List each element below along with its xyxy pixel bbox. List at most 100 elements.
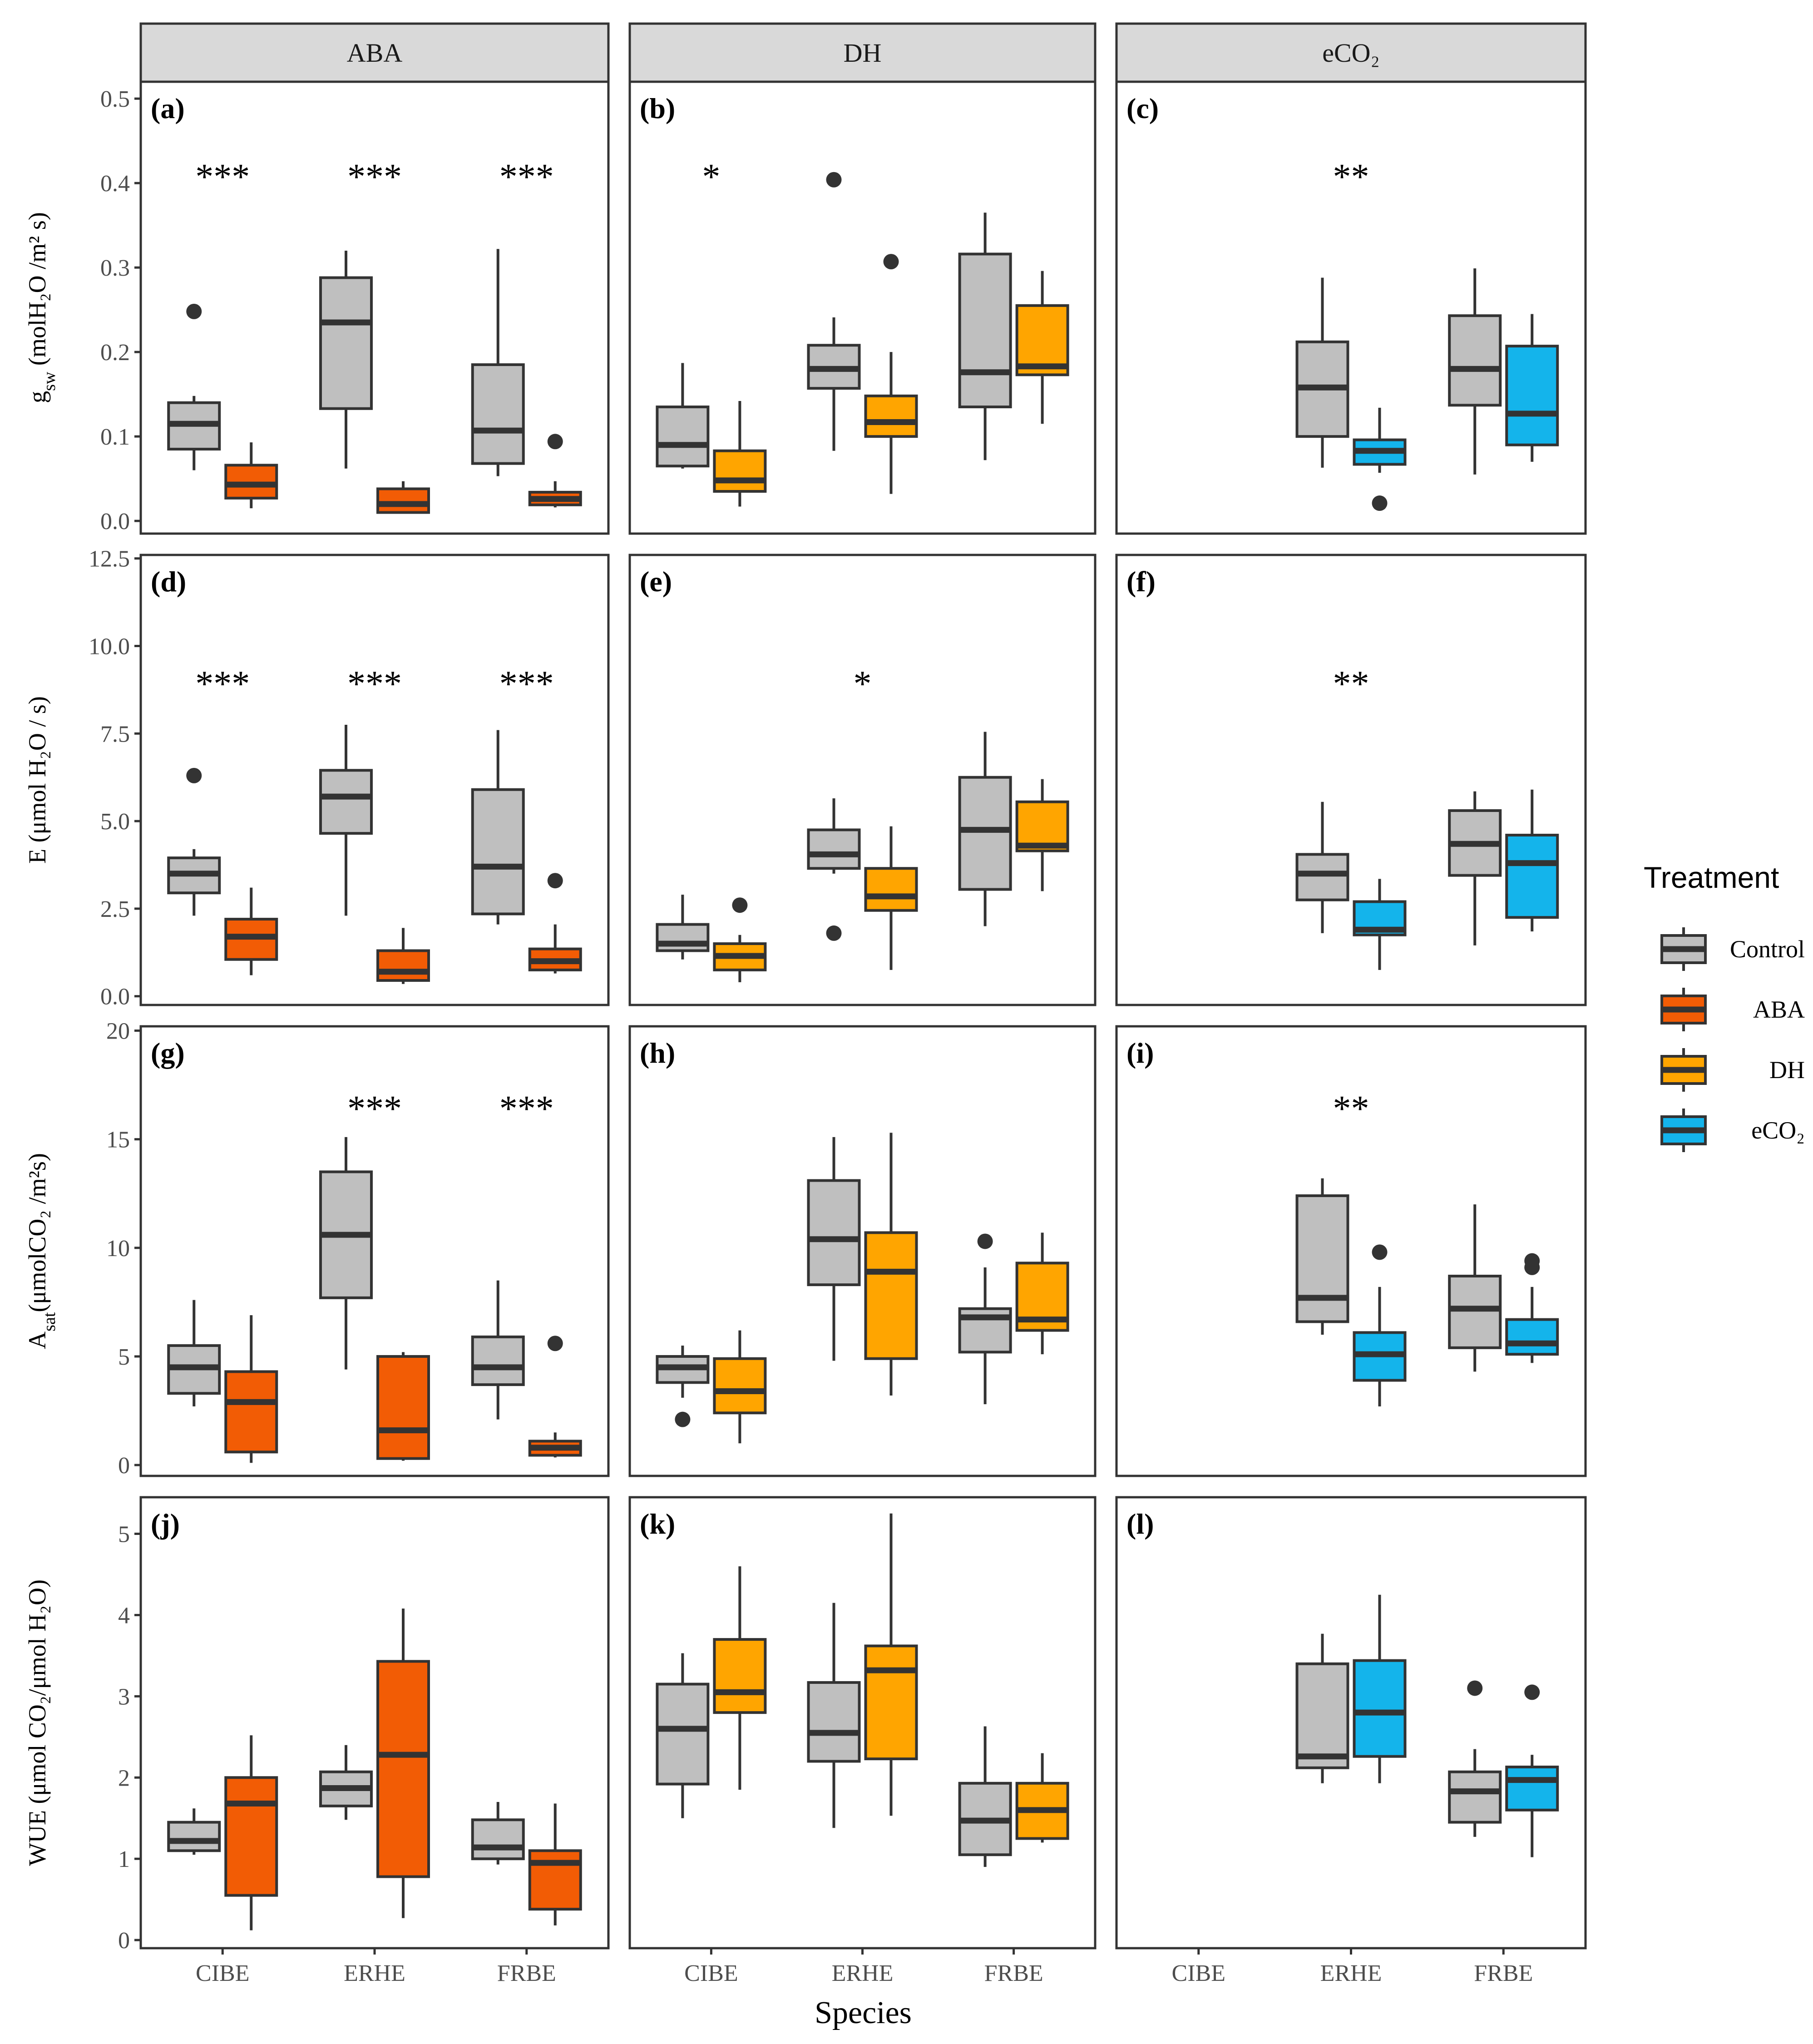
box-iqr <box>1505 833 1559 919</box>
y-axis-title-Asat: Asat(μmolCO₂ /m²s) <box>24 1153 59 1349</box>
box-iqr <box>376 1660 430 1878</box>
box-frbe-control <box>958 1233 1012 1405</box>
panel-border <box>1115 80 1587 535</box>
significance-label: *** <box>347 157 402 197</box>
box-iqr <box>713 1638 767 1714</box>
significance-label: *** <box>347 1089 402 1128</box>
significance-label: * <box>702 157 720 197</box>
significance-label: ** <box>1333 157 1369 197</box>
box-iqr <box>1015 304 1069 376</box>
box-iqr <box>1295 1194 1349 1323</box>
panel-c: (c) ** <box>1115 80 1587 535</box>
box-iqr <box>807 1179 861 1287</box>
box-iqr <box>1505 345 1559 446</box>
outlier-point <box>883 254 899 270</box>
box-iqr <box>1505 1766 1559 1811</box>
box-cibe-dh <box>713 401 767 507</box>
y-tick-label: 20 <box>106 1019 130 1044</box>
strip-eco2 <box>1115 22 1587 83</box>
significance-label: * <box>854 664 872 704</box>
x-tick-label: CIBE <box>684 1960 738 1986</box>
box-erhe-control <box>1295 1178 1349 1335</box>
significance-label: *** <box>195 157 250 197</box>
box-frbe-control <box>1448 268 1502 475</box>
box-erhe-control <box>319 1137 373 1370</box>
box-iqr <box>376 487 430 514</box>
box-iqr <box>1505 1318 1559 1356</box>
box-frbe-dh <box>1015 271 1069 424</box>
y-tick-label: 0.5 <box>100 86 130 112</box>
significance-label: ** <box>1333 664 1369 704</box>
box-frbe-dh <box>1015 779 1069 891</box>
box-cibe-control <box>656 1346 710 1427</box>
y-tick-label: 2.5 <box>100 896 130 922</box>
box-frbe-eco2 <box>1505 1684 1559 1857</box>
y-tick-label: 10 <box>106 1236 130 1262</box>
box-iqr <box>319 769 373 835</box>
y-tick-label: 0.3 <box>100 255 130 281</box>
box-frbe-control <box>471 1801 525 1865</box>
box-cibe-control <box>167 1808 221 1855</box>
box-erhe-control <box>319 250 373 469</box>
significance-label: *** <box>499 157 554 197</box>
outlier-point <box>675 1411 691 1427</box>
legend-label: ABA <box>1753 996 1805 1023</box>
box-iqr <box>864 867 918 912</box>
box-cibe-control <box>167 1300 221 1406</box>
box-frbe-eco2 <box>1505 314 1559 462</box>
outlier-point <box>547 434 563 450</box>
box-erhe-control <box>319 725 373 916</box>
facet-strips: ABA DH eCO₂ <box>139 22 1587 83</box>
legend-title: Treatment <box>1644 861 1779 894</box>
legend-label: Control <box>1730 935 1805 963</box>
box-cibe-control <box>167 303 221 470</box>
box-cibe-dh <box>713 1330 767 1444</box>
box-erhe-aba <box>376 1352 430 1461</box>
y-axis-title-E: E (μmol H₂O / s) <box>24 696 51 864</box>
panel-j: (j) <box>139 1496 610 1950</box>
x-tick-label: ERHE <box>832 1960 894 1986</box>
box-erhe-eco2 <box>1353 1244 1407 1406</box>
box-erhe-eco2 <box>1353 1594 1407 1783</box>
box-erhe-aba <box>376 928 430 984</box>
x-tick-label: CIBE <box>1172 1960 1225 1986</box>
panel-g: (g) *** *** <box>139 1025 610 1477</box>
outlier-point <box>732 897 748 913</box>
box-iqr <box>1353 1659 1407 1758</box>
box-iqr <box>807 1681 861 1763</box>
box-cibe-control <box>656 363 710 469</box>
box-frbe-eco2 <box>1505 1253 1559 1363</box>
strip-label-eco2: eCO₂ <box>1322 38 1380 68</box>
box-frbe-control <box>1448 1680 1502 1837</box>
box-frbe-control <box>1448 791 1502 945</box>
panel-border <box>139 1025 610 1477</box>
legend: Treatment Control ABA DH eCO₂ <box>1644 861 1805 1152</box>
box-erhe-dh <box>864 826 918 970</box>
y-tick-label: 0.4 <box>100 171 130 197</box>
box-iqr <box>864 1231 918 1360</box>
box-iqr <box>1448 314 1502 407</box>
box-frbe-control <box>958 213 1012 460</box>
outlier-point <box>826 172 842 188</box>
outlier-point <box>1524 1684 1540 1700</box>
box-iqr <box>1295 1662 1349 1769</box>
panel-border <box>1115 1025 1587 1477</box>
panel-border <box>628 1025 1097 1477</box>
y-tick-label: 5 <box>118 1344 130 1370</box>
box-erhe-control <box>807 1603 861 1828</box>
outlier-point <box>547 873 563 889</box>
x-tick-label: ERHE <box>344 1960 405 1986</box>
axes: 0.0 0.1 0.2 0.3 0.4 0.5 0.0 2.5 5.0 7.5 10.0 12.5 0 5… <box>89 86 1586 1986</box>
box-erhe-eco2 <box>1353 879 1407 970</box>
y-tick-label: 10.0 <box>89 634 130 660</box>
panel-label: (f) <box>1126 565 1156 598</box>
outlier-point <box>826 925 842 941</box>
box-cibe-aba <box>224 442 278 509</box>
y-tick-label: 0.0 <box>100 984 130 1010</box>
legend-item-eco2: eCO₂ <box>1660 1109 1805 1152</box>
panel-label: (l) <box>1126 1508 1154 1540</box>
axis-labels: gsw (molH₂O /m² s) E (μmol H₂O / s) Asat(μ… <box>24 212 912 2030</box>
legend-label: DH <box>1769 1056 1805 1084</box>
significance-label: *** <box>195 664 250 704</box>
